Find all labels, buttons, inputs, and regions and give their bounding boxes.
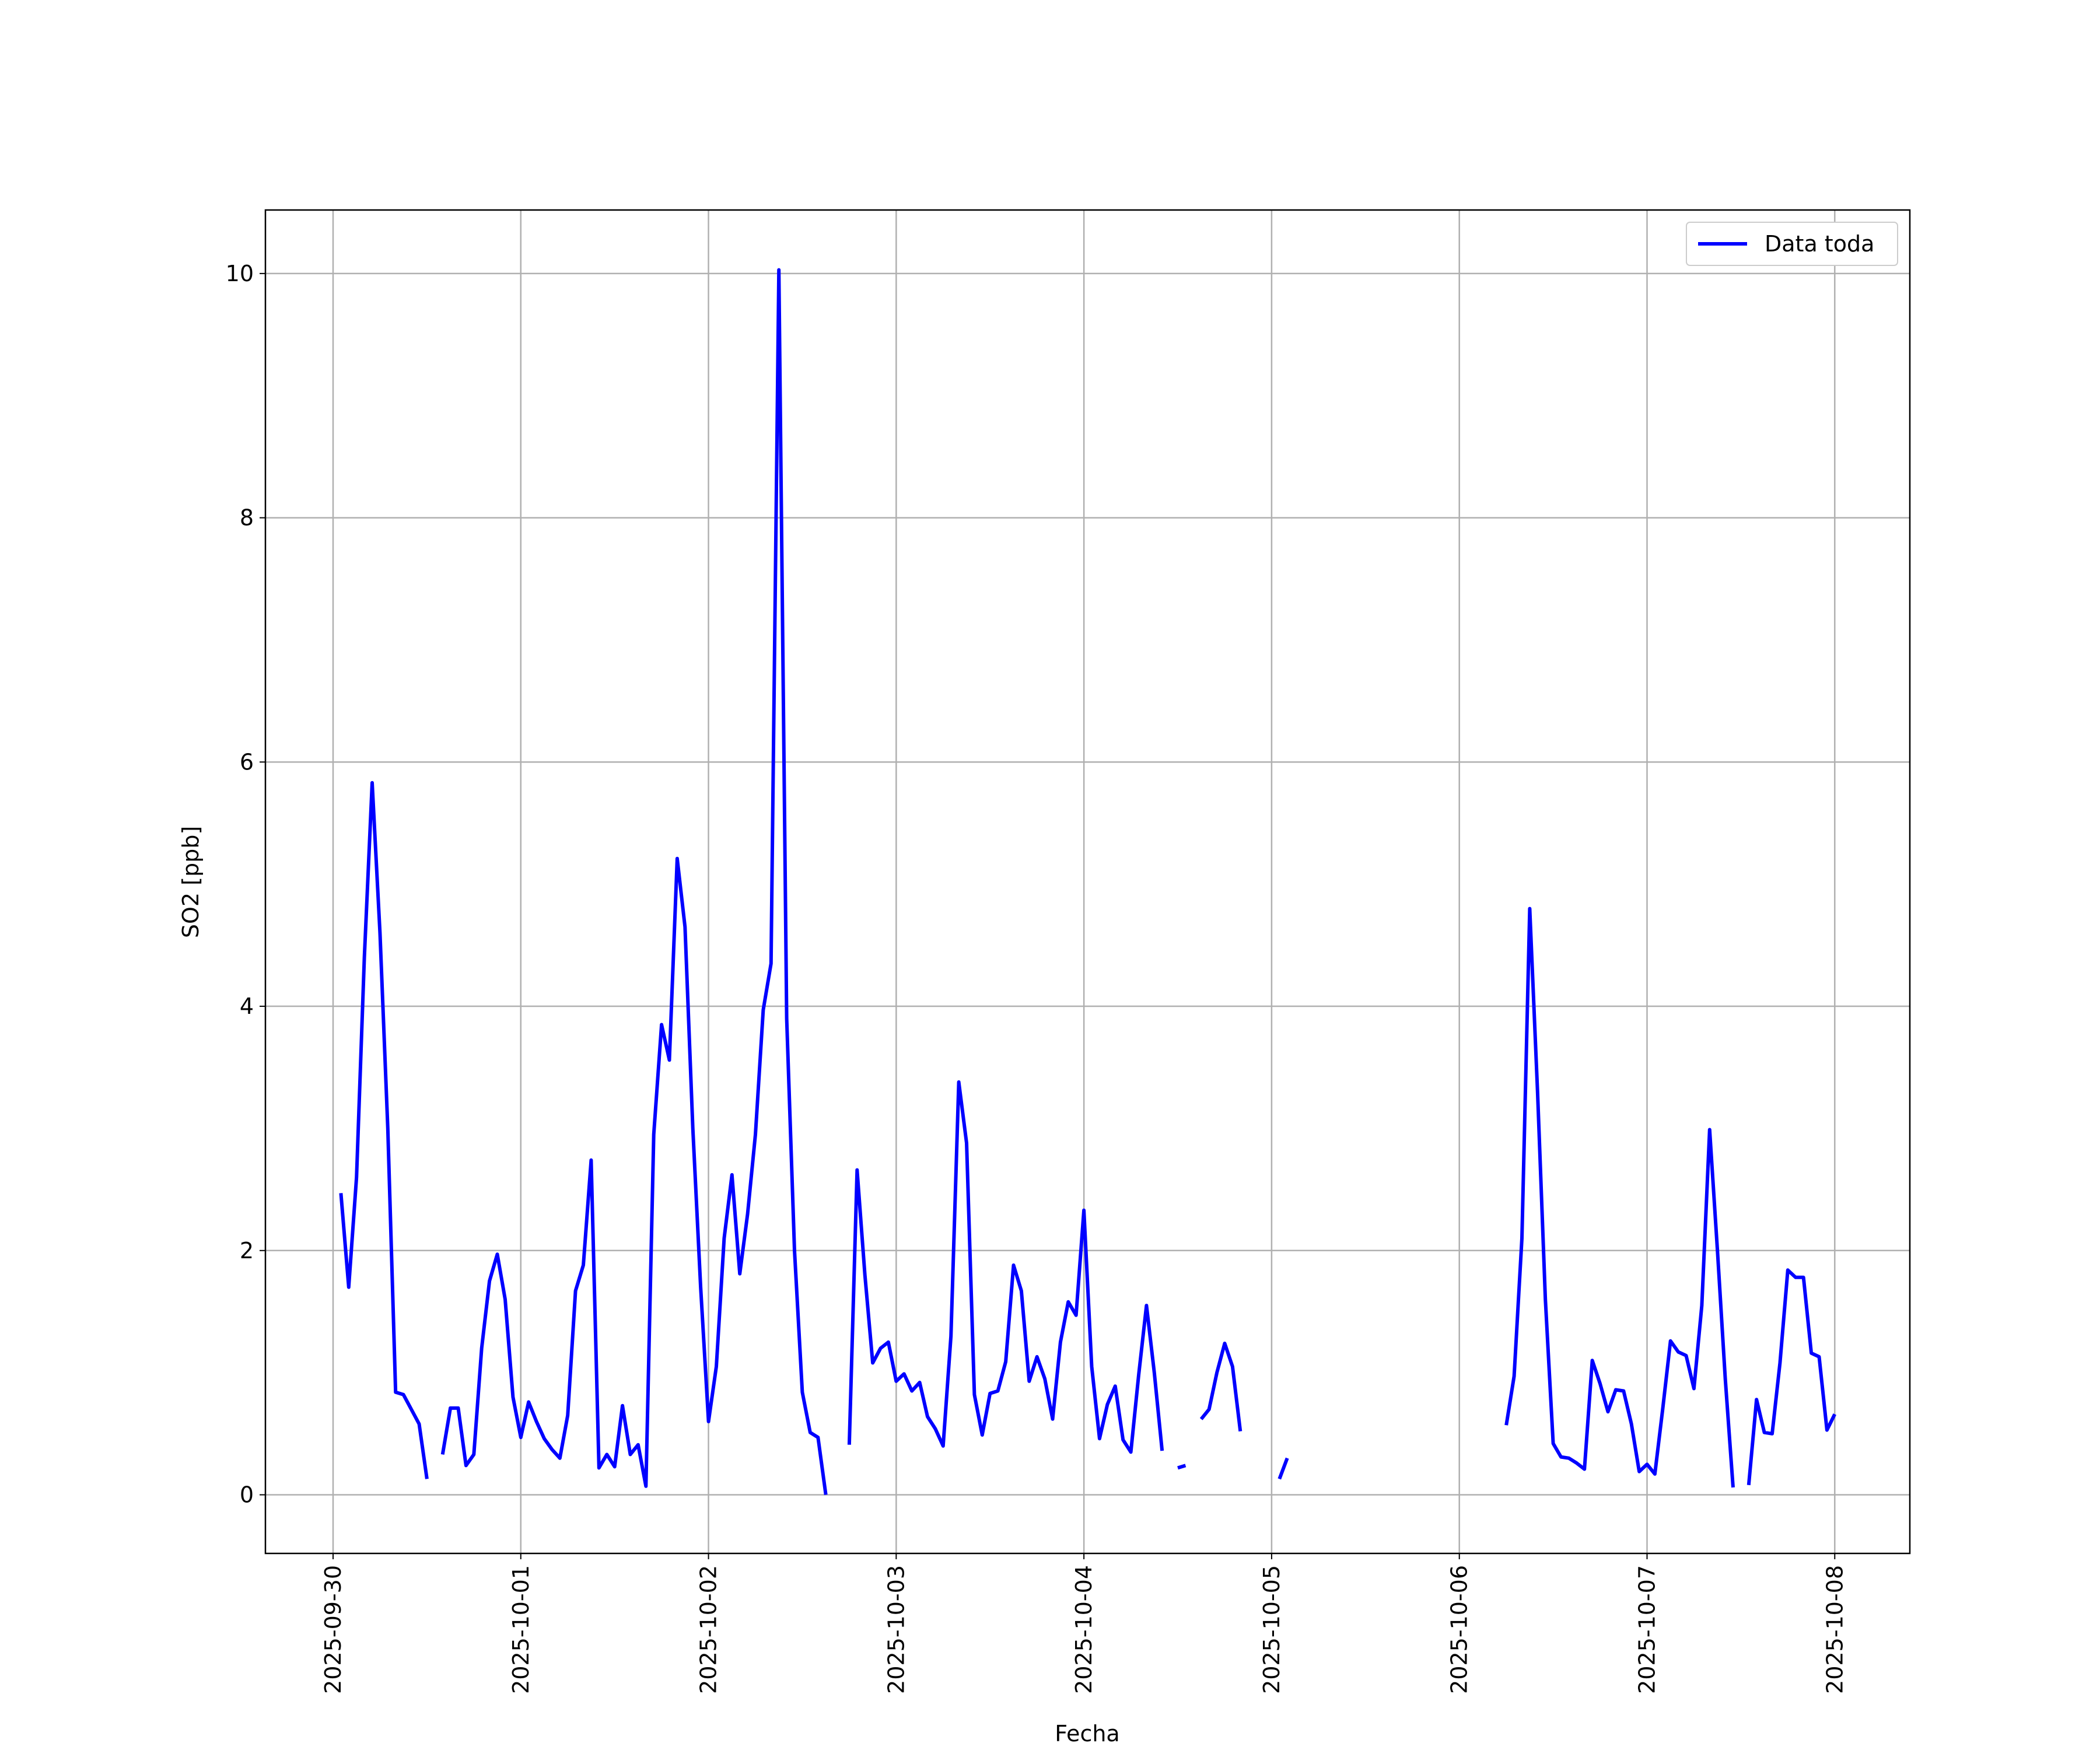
x-tick-label: 2025-09-30	[320, 1565, 346, 1694]
y-tick-label: 6	[240, 749, 254, 775]
plot-frame	[264, 209, 1911, 1555]
data-line	[339, 268, 1836, 1495]
x-tick-label: 2025-10-02	[696, 1565, 722, 1694]
x-tick-label: 2025-10-07	[1634, 1565, 1660, 1694]
y-tick-label: 2	[240, 1238, 254, 1264]
y-tick-label: 0	[240, 1482, 254, 1508]
x-tick-label: 2025-10-05	[1259, 1565, 1284, 1694]
y-tick-label: 8	[240, 505, 254, 531]
x-tick-label: 2025-10-01	[508, 1565, 534, 1694]
y-axis-label: SO2 [ppb]	[178, 826, 204, 938]
x-tick-label: 2025-10-03	[883, 1565, 909, 1694]
x-tick-label: 2025-10-04	[1071, 1565, 1097, 1694]
x-axis-label: Fecha	[1055, 1721, 1119, 1746]
y-tick-label: 4	[240, 993, 254, 1019]
legend-box	[1686, 222, 1898, 266]
x-tick-label: 2025-10-08	[1822, 1565, 1847, 1694]
legend-label: Data toda	[1765, 231, 1874, 257]
legend: Data toda	[1686, 222, 1898, 266]
y-tick-label: 10	[226, 261, 254, 286]
x-tick-label: 2025-10-06	[1447, 1565, 1472, 1694]
